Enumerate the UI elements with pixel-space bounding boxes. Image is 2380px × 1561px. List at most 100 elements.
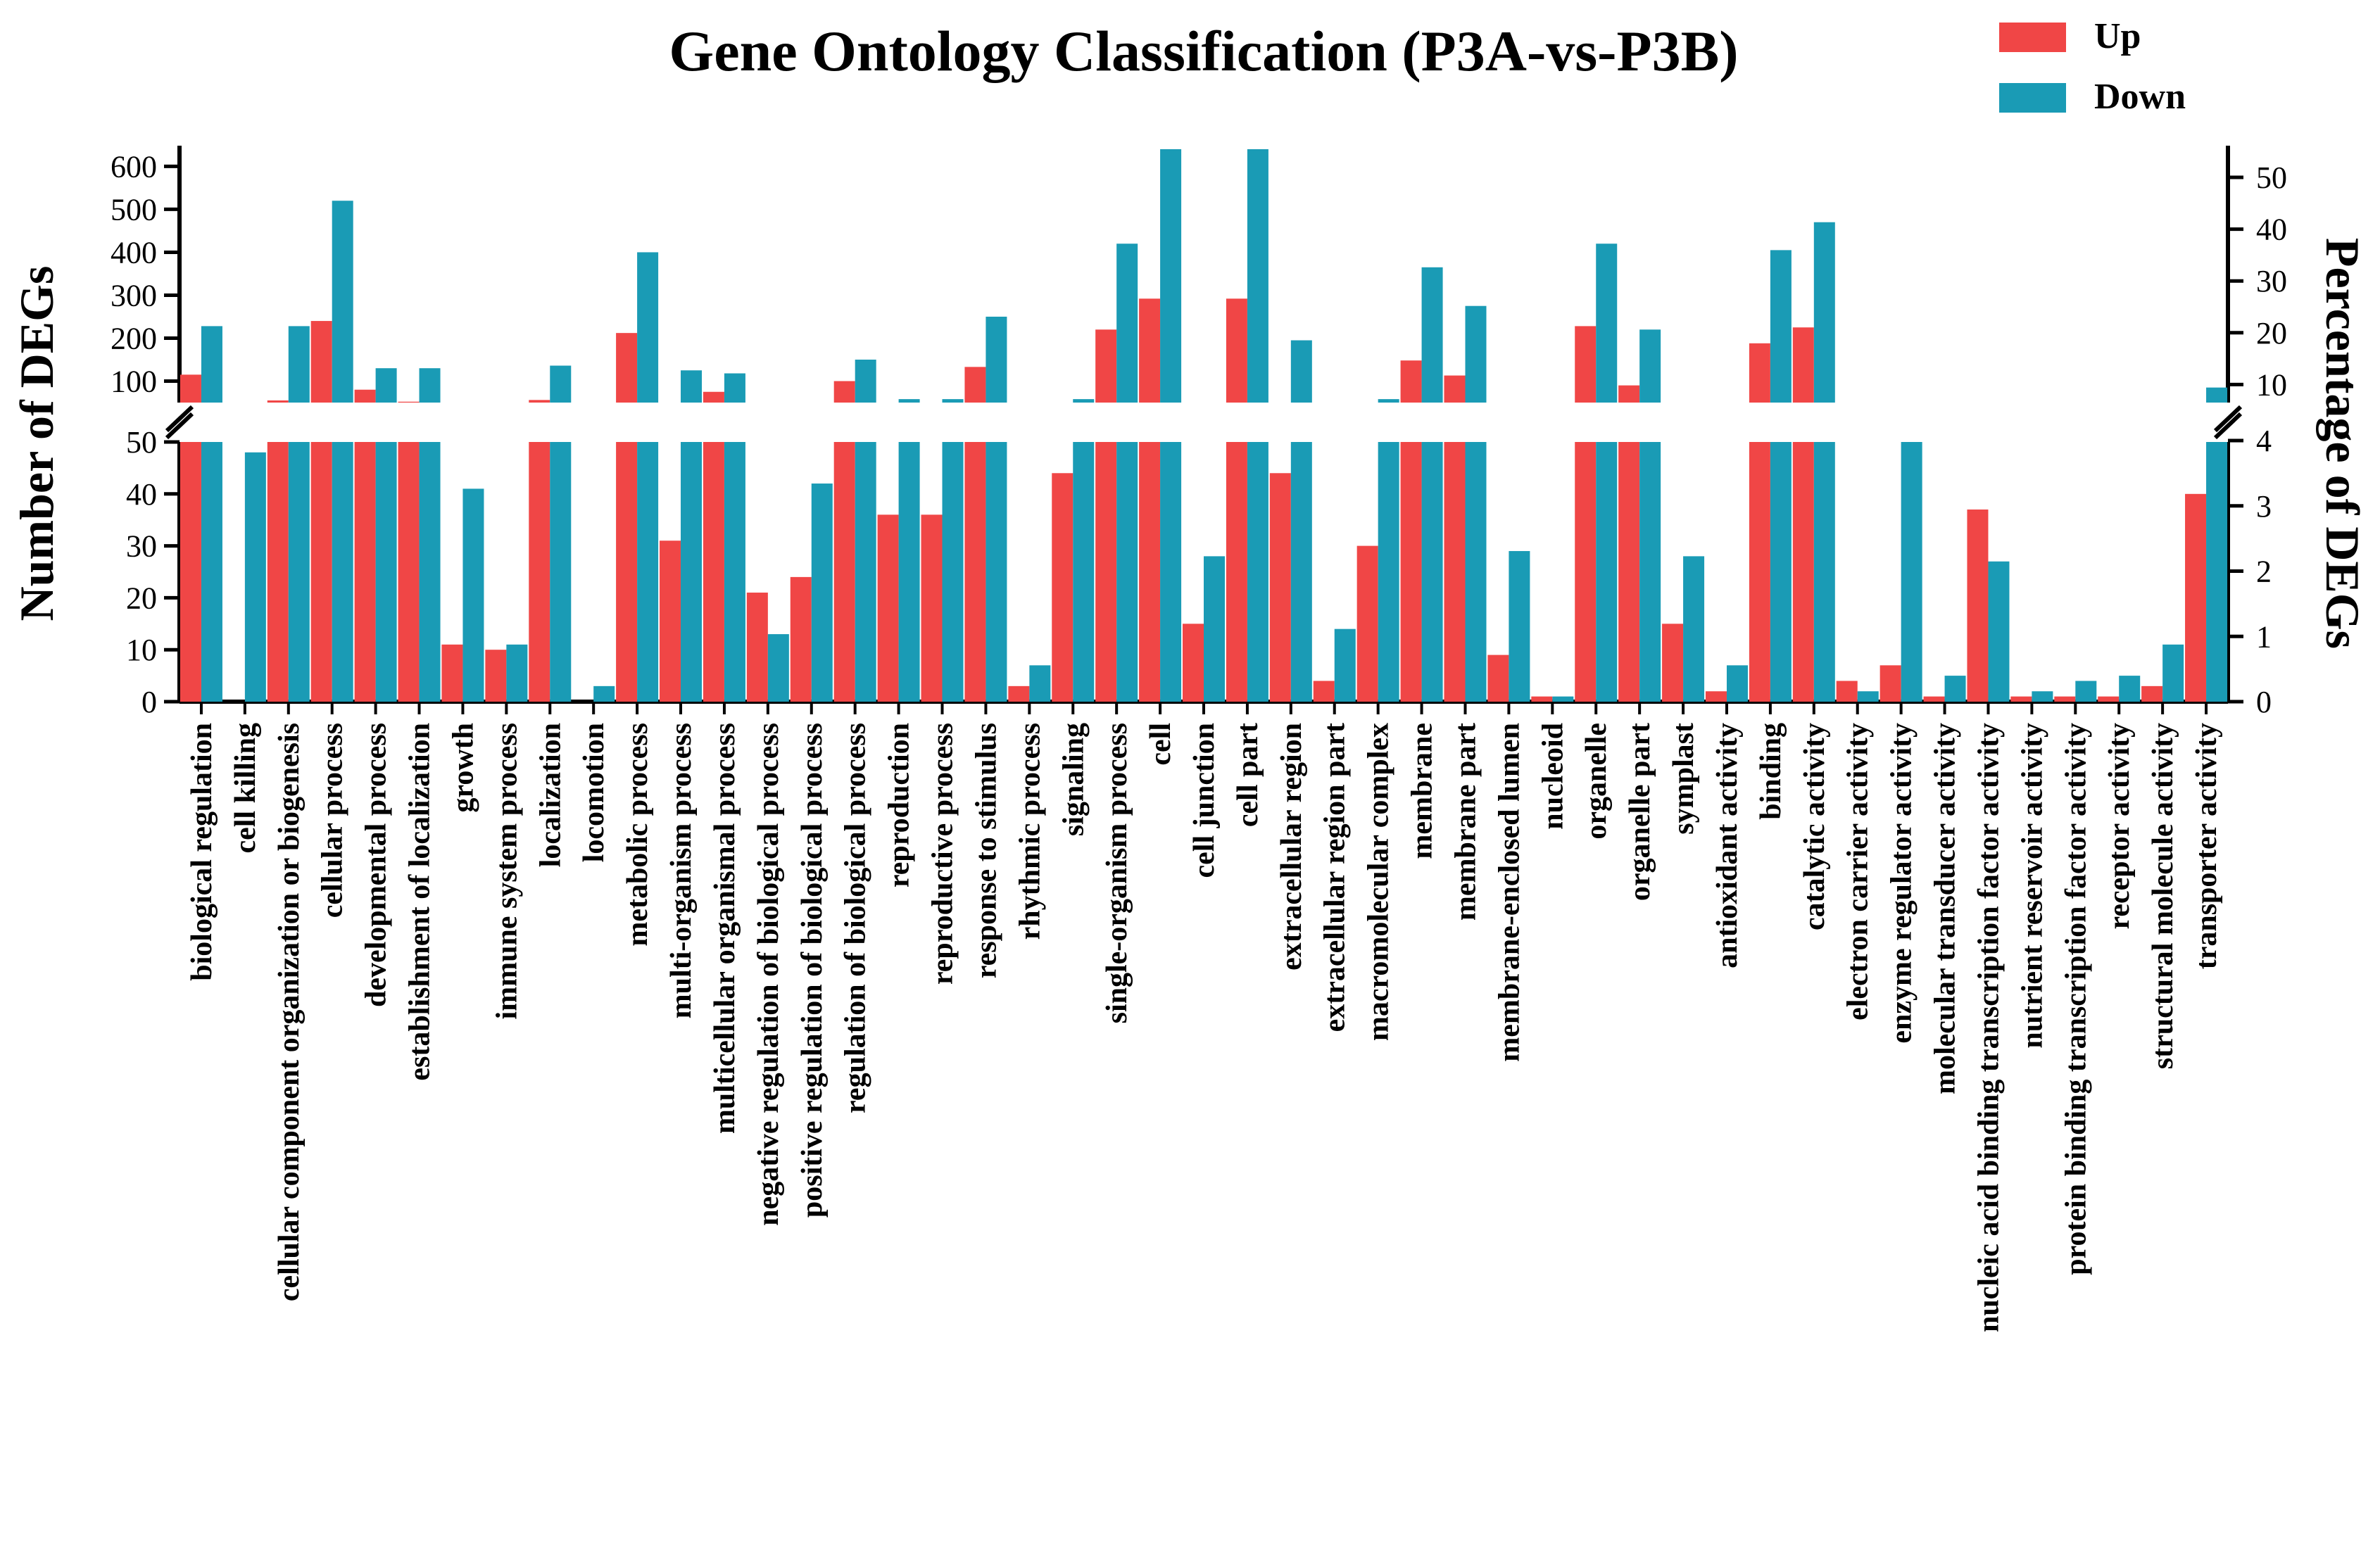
- x-category-label: multi-organism process: [665, 723, 698, 1018]
- bar-down: [419, 368, 441, 403]
- bar-down: [2206, 442, 2228, 702]
- bar-down: [1160, 149, 1182, 403]
- y-tick-label: 600: [111, 149, 157, 184]
- y-tick-label: 100: [111, 364, 157, 398]
- bar-up: [398, 401, 420, 403]
- x-category-label: nutrient reservoir activity: [2016, 723, 2048, 1049]
- bar-down: [1421, 267, 1443, 403]
- bar-up: [1095, 329, 1117, 403]
- x-category-label: biological regulation: [186, 723, 218, 981]
- bar-up: [1880, 665, 1901, 702]
- bar-down: [332, 442, 353, 702]
- y-right-tick-label: 0: [2256, 685, 2272, 719]
- x-category-label: symplast: [1668, 723, 1700, 835]
- bar-up: [1356, 545, 1378, 702]
- y-right-tick-label: 2: [2256, 555, 2272, 589]
- axis-break-mark-left: [165, 405, 194, 433]
- y-tick-label: 10: [126, 633, 157, 667]
- bar-up: [1444, 375, 1466, 403]
- bar-up: [1618, 442, 1640, 702]
- bar-up: [703, 391, 724, 403]
- bar-down: [1465, 442, 1487, 702]
- bar-up: [1183, 624, 1204, 702]
- bar-down: [1290, 442, 1312, 702]
- bar-down: [1465, 305, 1487, 403]
- bar-down: [1160, 442, 1182, 702]
- bar-up: [441, 644, 463, 702]
- bar-up: [921, 514, 943, 702]
- bar-down: [986, 442, 1007, 702]
- bar-up: [1052, 473, 1073, 702]
- bar-up: [1836, 681, 1858, 702]
- x-category-label: extracellular region: [1276, 723, 1308, 971]
- x-category-label: antioxidant activity: [1711, 723, 1744, 968]
- x-category-label: response to stimulus: [970, 723, 1002, 978]
- bar-down: [1116, 442, 1138, 702]
- y-right-tick-label: 4: [2256, 424, 2272, 458]
- bar-up: [1226, 442, 1247, 702]
- bar-down: [681, 370, 703, 403]
- bar-down: [2075, 681, 2097, 702]
- bar-up: [529, 400, 550, 403]
- bar-down: [2032, 691, 2053, 702]
- bar-down: [1204, 556, 1225, 702]
- x-category-label: localization: [534, 723, 567, 867]
- bar-up: [310, 442, 332, 702]
- bar-down: [898, 442, 920, 702]
- bar-up: [746, 593, 768, 702]
- y-right-tick-label: 10: [2256, 367, 2287, 402]
- bar-up: [964, 442, 986, 702]
- bar-up: [790, 576, 812, 702]
- bar-up: [616, 333, 638, 403]
- legend: Up Down: [1999, 16, 2186, 117]
- bar-up: [964, 367, 986, 403]
- bar-down: [1596, 442, 1618, 702]
- x-category-label: multicellular organismal process: [709, 723, 741, 1134]
- legend-swatch-down: [1999, 83, 2066, 113]
- x-category-label: enzyme regulator activity: [1886, 723, 1918, 1044]
- bar-up: [1531, 696, 1553, 702]
- x-category-label: organelle: [1580, 723, 1613, 840]
- bar-up: [1313, 681, 1335, 702]
- bar-down: [1290, 340, 1312, 403]
- y-axis-title-left: Number of DEGs: [10, 266, 63, 621]
- x-category-label: catalytic activity: [1799, 723, 1831, 930]
- x-category-label: macromolecular complex: [1363, 723, 1395, 1041]
- y-tick-label: 30: [126, 529, 157, 564]
- bar-up: [2185, 493, 2207, 702]
- bar-down: [724, 373, 745, 403]
- y-tick-label: 40: [126, 477, 157, 512]
- bar-down: [1639, 329, 1661, 403]
- axis-break-mark-left: [165, 412, 194, 440]
- bar-down: [1247, 442, 1268, 702]
- x-category-label: immune system process: [491, 723, 523, 1020]
- bar-up: [354, 389, 376, 403]
- axis-break-mark-right: [2213, 405, 2243, 433]
- bar-up: [1226, 298, 1247, 403]
- bar-up: [616, 442, 638, 702]
- bar-down: [1813, 222, 1835, 403]
- bar-down: [1334, 628, 1356, 702]
- x-category-label: nucleoid: [1537, 723, 1569, 830]
- bar-up: [398, 442, 420, 702]
- bar-up: [1662, 624, 1684, 702]
- bar-down: [1813, 442, 1835, 702]
- x-category-label: regulation of biological process: [840, 723, 872, 1113]
- bar-down: [724, 442, 745, 702]
- bar-up: [485, 650, 507, 702]
- bar-up: [2010, 696, 2032, 702]
- x-category-label: cell junction: [1188, 723, 1221, 878]
- y-axis-title-right: Percentage of DEGs: [2316, 238, 2369, 649]
- bar-down: [811, 484, 833, 702]
- y-tick-label: 200: [111, 321, 157, 355]
- bar-up: [1139, 298, 1161, 403]
- x-category-label: positive regulation of biological proces…: [796, 723, 829, 1218]
- bar-up: [1575, 326, 1597, 403]
- x-category-label: nucleic acid binding transcription facto…: [1972, 723, 2005, 1332]
- y-right-tick-label: 30: [2256, 264, 2287, 298]
- bar-down: [1378, 442, 1399, 702]
- bar-down: [375, 368, 397, 403]
- y-right-tick-label: 20: [2256, 316, 2287, 350]
- bar-up: [267, 400, 289, 403]
- x-category-label: single-organism process: [1101, 723, 1133, 1023]
